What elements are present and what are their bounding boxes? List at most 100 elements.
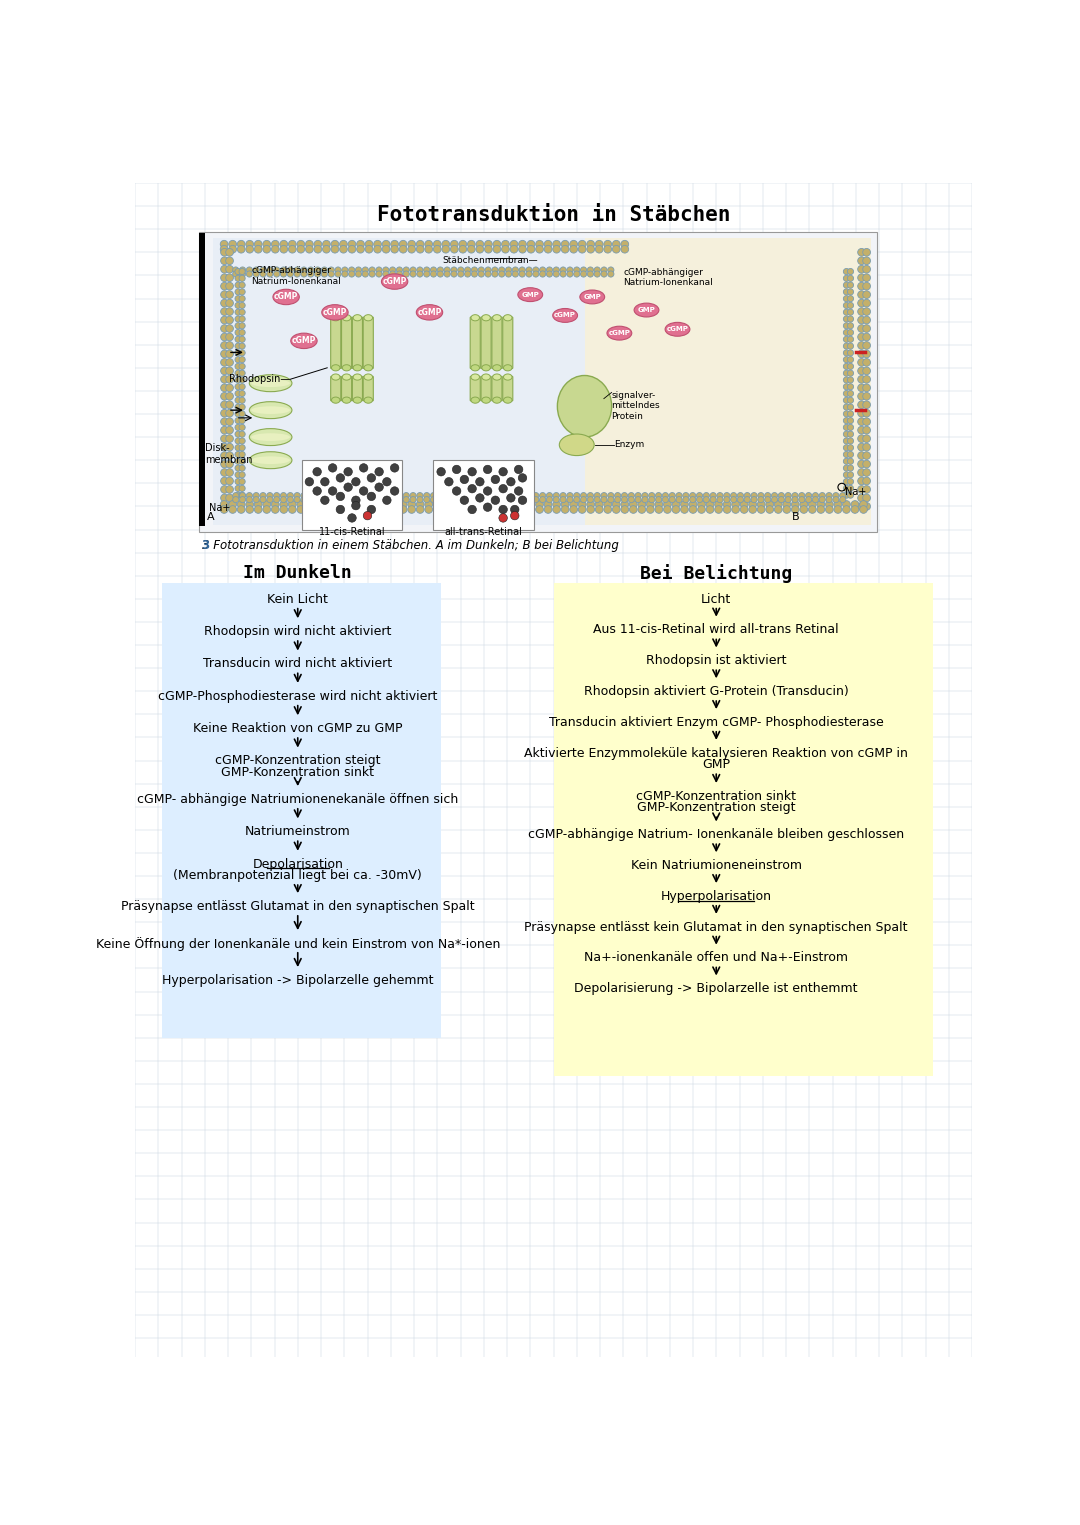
Circle shape: [812, 497, 819, 503]
Circle shape: [724, 500, 731, 508]
Text: 11-cis-Retinal: 11-cis-Retinal: [319, 528, 386, 537]
Circle shape: [376, 271, 382, 278]
Circle shape: [235, 268, 241, 274]
Circle shape: [262, 241, 271, 249]
Text: cGMP-Phosphodiesterase wird nicht aktiviert: cGMP-Phosphodiesterase wird nicht aktivi…: [158, 689, 437, 703]
Text: Natriumeinstrom: Natriumeinstrom: [245, 825, 351, 839]
Circle shape: [491, 476, 500, 483]
Circle shape: [765, 493, 771, 499]
Circle shape: [858, 316, 865, 323]
Circle shape: [235, 404, 241, 410]
Ellipse shape: [492, 314, 501, 320]
Text: Transducin wird nicht aktiviert: Transducin wird nicht aktiviert: [203, 657, 392, 671]
Circle shape: [863, 368, 870, 375]
Ellipse shape: [249, 401, 292, 419]
Circle shape: [260, 493, 266, 499]
Text: signalver-
mittelndes
Protein: signalver- mittelndes Protein: [611, 390, 660, 421]
Circle shape: [281, 493, 286, 499]
Text: Bei Belichtung: Bei Belichtung: [640, 564, 793, 583]
Text: Disk-
membran: Disk- membran: [205, 444, 253, 465]
Circle shape: [774, 500, 782, 508]
Circle shape: [240, 493, 245, 499]
Text: Licht: Licht: [701, 593, 731, 605]
Circle shape: [863, 435, 870, 442]
Circle shape: [267, 271, 273, 278]
Circle shape: [239, 357, 245, 363]
Circle shape: [220, 503, 228, 511]
FancyBboxPatch shape: [363, 317, 374, 369]
Circle shape: [328, 464, 337, 473]
Text: GMP-Konzentration steigt: GMP-Konzentration steigt: [637, 801, 796, 814]
Circle shape: [239, 274, 245, 282]
Circle shape: [843, 316, 850, 322]
Circle shape: [352, 477, 360, 486]
Circle shape: [738, 493, 743, 499]
Circle shape: [819, 493, 825, 499]
Circle shape: [638, 500, 646, 508]
Circle shape: [527, 241, 535, 249]
Circle shape: [848, 288, 853, 294]
Circle shape: [510, 506, 517, 514]
Circle shape: [235, 465, 241, 471]
Circle shape: [812, 493, 819, 499]
Circle shape: [220, 506, 228, 514]
Circle shape: [235, 390, 241, 397]
Circle shape: [238, 246, 245, 253]
Circle shape: [235, 410, 241, 416]
Circle shape: [848, 282, 853, 288]
Circle shape: [858, 282, 865, 290]
Circle shape: [239, 485, 245, 491]
Circle shape: [416, 241, 424, 249]
Circle shape: [355, 267, 362, 273]
Circle shape: [475, 477, 484, 486]
Ellipse shape: [252, 456, 291, 464]
Circle shape: [262, 500, 271, 508]
Circle shape: [335, 497, 341, 503]
Circle shape: [491, 493, 498, 499]
Circle shape: [341, 267, 348, 273]
Circle shape: [281, 271, 286, 278]
Circle shape: [848, 390, 853, 397]
Circle shape: [858, 503, 865, 511]
Ellipse shape: [249, 429, 292, 445]
Text: 3 Fototransduktion in einem Stäbchen. A im Dunkeln; B bei Belichtung: 3 Fototransduktion in einem Stäbchen. A …: [202, 538, 619, 552]
Circle shape: [842, 506, 850, 514]
Circle shape: [226, 503, 233, 511]
Circle shape: [238, 500, 245, 508]
Circle shape: [328, 486, 337, 496]
Circle shape: [280, 241, 287, 249]
Circle shape: [335, 493, 341, 499]
Circle shape: [683, 497, 689, 503]
Circle shape: [843, 268, 850, 274]
Circle shape: [253, 493, 259, 499]
Circle shape: [553, 497, 559, 503]
Circle shape: [863, 351, 870, 358]
Circle shape: [239, 438, 245, 444]
Circle shape: [235, 384, 241, 390]
Circle shape: [485, 493, 491, 499]
Circle shape: [863, 342, 870, 349]
Circle shape: [485, 246, 492, 253]
Circle shape: [600, 493, 607, 499]
Circle shape: [410, 271, 416, 278]
Circle shape: [858, 409, 865, 416]
Circle shape: [246, 500, 254, 508]
Ellipse shape: [342, 374, 351, 380]
Circle shape: [226, 409, 233, 416]
Circle shape: [604, 241, 611, 249]
Circle shape: [656, 506, 663, 514]
Circle shape: [226, 401, 233, 409]
Circle shape: [544, 500, 552, 508]
Ellipse shape: [492, 396, 501, 403]
Circle shape: [352, 496, 360, 505]
Circle shape: [758, 493, 764, 499]
Circle shape: [858, 265, 865, 273]
Circle shape: [226, 444, 233, 451]
Circle shape: [297, 500, 305, 508]
Circle shape: [662, 497, 669, 503]
Circle shape: [740, 500, 748, 508]
Circle shape: [848, 343, 853, 349]
Circle shape: [858, 351, 865, 358]
Circle shape: [703, 497, 710, 503]
Circle shape: [246, 271, 253, 278]
